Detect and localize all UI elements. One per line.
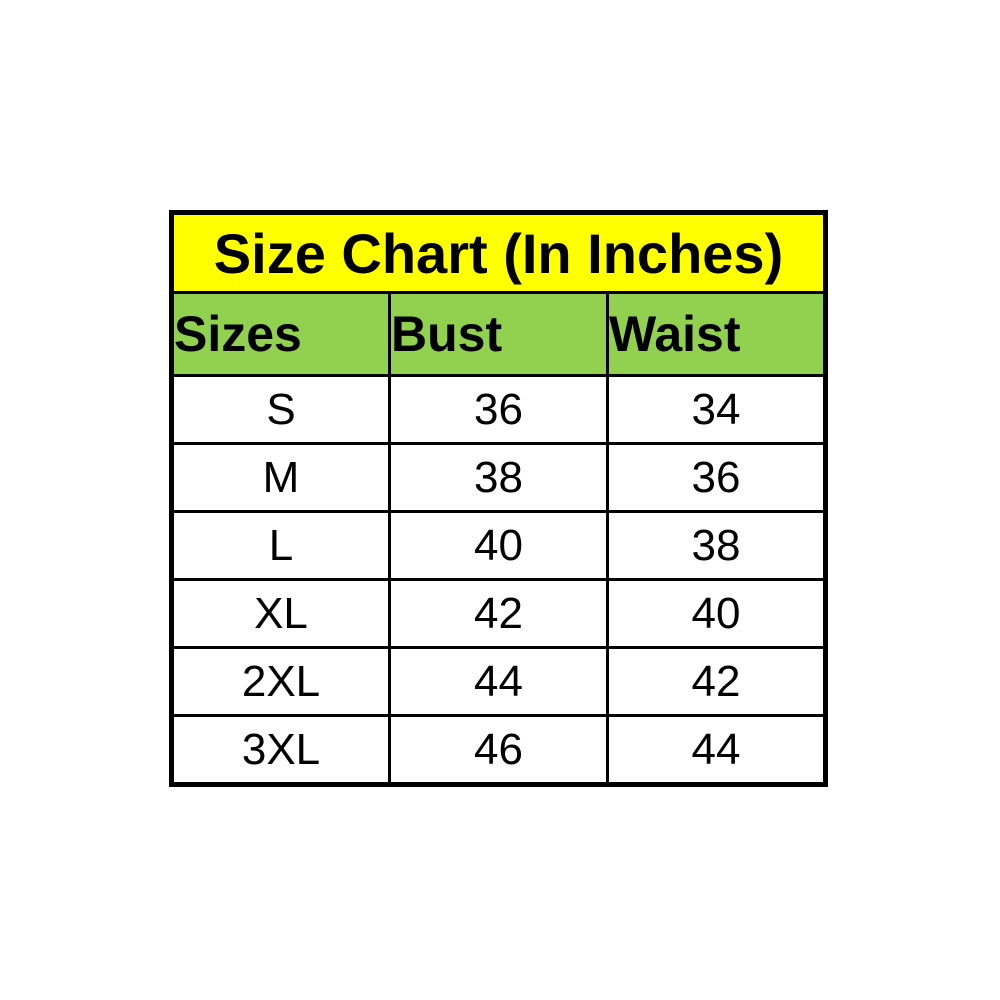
header-row: Sizes Bust Waist	[170, 291, 827, 377]
bust-cell: 46	[388, 714, 609, 786]
table-row: 2XL 44 42	[170, 646, 827, 717]
waist-cell: 34	[606, 374, 827, 445]
bust-cell: 44	[388, 646, 609, 717]
table-row: XL 42 40	[170, 578, 827, 649]
size-chart-table: Size Chart (In Inches) Sizes Bust Waist …	[169, 210, 828, 787]
size-cell: XL	[170, 578, 391, 649]
bust-cell: 36	[388, 374, 609, 445]
size-cell: 3XL	[170, 714, 391, 786]
size-chart-title: Size Chart (In Inches)	[170, 211, 827, 294]
waist-cell: 36	[606, 442, 827, 513]
table-row: 3XL 46 44	[170, 714, 827, 786]
bust-cell: 40	[388, 510, 609, 581]
waist-cell: 40	[606, 578, 827, 649]
waist-cell: 42	[606, 646, 827, 717]
bust-cell: 42	[388, 578, 609, 649]
size-cell: L	[170, 510, 391, 581]
column-header-bust: Bust	[388, 291, 609, 377]
table-row: S 36 34	[170, 374, 827, 445]
size-cell: 2XL	[170, 646, 391, 717]
table-row: M 38 36	[170, 442, 827, 513]
waist-cell: 38	[606, 510, 827, 581]
column-header-waist: Waist	[606, 291, 827, 377]
table-row: L 40 38	[170, 510, 827, 581]
column-header-sizes: Sizes	[170, 291, 391, 377]
waist-cell: 44	[606, 714, 827, 786]
size-cell: M	[170, 442, 391, 513]
size-cell: S	[170, 374, 391, 445]
title-row: Size Chart (In Inches)	[170, 211, 827, 294]
bust-cell: 38	[388, 442, 609, 513]
